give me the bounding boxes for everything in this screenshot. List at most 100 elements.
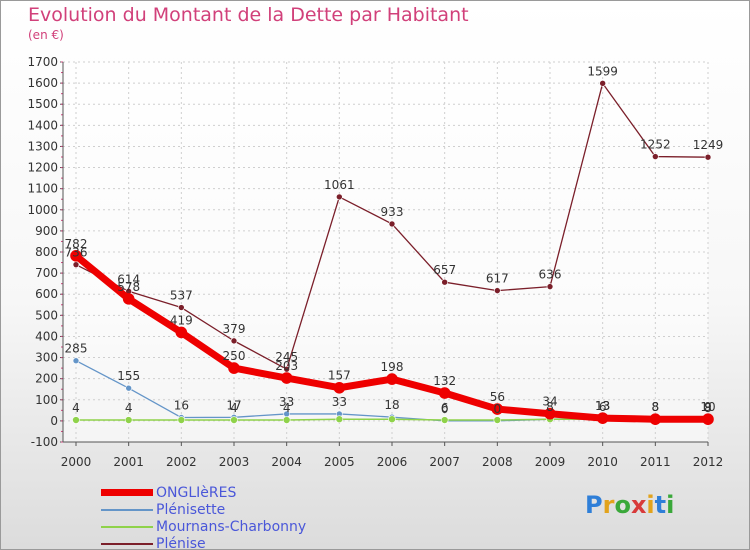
x-tick-label: 2004 — [271, 455, 302, 469]
x-tick-label: 2002 — [166, 455, 197, 469]
y-tick-label: 600 — [35, 287, 58, 301]
data-point — [596, 412, 609, 424]
data-label: 285 — [65, 342, 88, 356]
x-tick-label: 2010 — [587, 455, 618, 469]
chart-grid — [63, 61, 709, 443]
x-tick-label: 2005 — [324, 455, 355, 469]
legend-label-1: Plénisette — [156, 501, 226, 518]
y-tick-label: -100 — [31, 435, 58, 449]
y-tick-label: 500 — [35, 308, 58, 322]
data-label: 8 — [652, 400, 660, 414]
y-tick-label: 300 — [35, 351, 58, 365]
y-tick-label: 900 — [35, 224, 58, 238]
legend-swatch-3 — [101, 542, 153, 545]
legend-swatch-2 — [101, 525, 153, 528]
data-point — [438, 387, 451, 399]
x-tick-label: 2011 — [640, 455, 671, 469]
data-point — [177, 416, 186, 424]
data-point — [386, 373, 398, 385]
x-tick-label: 2001 — [113, 455, 144, 469]
logo-letter: P — [585, 491, 603, 519]
data-label: 8 — [704, 401, 712, 415]
data-point — [125, 384, 132, 392]
data-label: 13 — [595, 399, 610, 413]
chart-series — [70, 80, 714, 426]
data-label: 18 — [384, 398, 399, 412]
legend-swatch-1 — [101, 508, 153, 511]
y-tick-label: 1000 — [27, 203, 58, 217]
data-point — [228, 362, 240, 374]
data-point — [230, 416, 238, 424]
data-label: 157 — [328, 369, 351, 383]
chart-title: Evolution du Montant de la Dette par Hab… — [28, 4, 469, 26]
data-label: 617 — [486, 272, 509, 286]
data-label: 33 — [332, 395, 347, 409]
data-point — [283, 365, 290, 373]
x-tick-label: 2008 — [482, 455, 513, 469]
data-point — [333, 381, 346, 394]
data-point — [494, 287, 501, 294]
data-label: 8 — [652, 400, 660, 414]
data-point — [178, 304, 185, 311]
data-label: 9 — [704, 400, 712, 414]
y-tick-label: 700 — [35, 266, 58, 280]
y-tick-label: 0 — [50, 414, 58, 428]
data-point — [652, 153, 659, 160]
data-point — [493, 416, 502, 424]
y-tick-label: 1700 — [27, 55, 58, 69]
data-label: 198 — [381, 360, 404, 374]
logo-letter: t — [654, 491, 667, 519]
data-label: 245 — [275, 350, 298, 364]
legend-item-2: Mournans-Charbonny — [101, 518, 306, 535]
legend-item-3: Plénise — [101, 535, 306, 549]
logo-letter: x — [630, 491, 647, 519]
data-label: 782 — [65, 237, 88, 251]
x-tick-label: 2003 — [219, 455, 250, 469]
data-label: 1061 — [324, 178, 355, 192]
data-label: 379 — [223, 322, 246, 336]
data-point — [124, 416, 133, 424]
data-label: 578 — [117, 280, 140, 294]
y-tick-label: 200 — [35, 372, 58, 386]
chart-axes: -100010020030040050060070080090010001100… — [27, 55, 723, 469]
data-label: 4 — [72, 401, 80, 415]
legend-item-0: ONGLIèRES — [101, 484, 306, 501]
data-point — [72, 261, 80, 268]
data-label: 132 — [433, 374, 456, 388]
y-tick-label: 400 — [35, 329, 58, 343]
y-tick-label: 800 — [35, 245, 58, 259]
data-label: 537 — [170, 289, 193, 303]
data-point — [280, 372, 293, 384]
data-label: 155 — [117, 369, 140, 383]
y-tick-label: 1400 — [27, 118, 58, 132]
y-tick-label: 1600 — [27, 76, 58, 90]
y-tick-label: 1300 — [27, 139, 58, 153]
data-point — [335, 415, 344, 424]
data-label: 203 — [275, 359, 298, 373]
data-label: 33 — [279, 395, 294, 409]
data-point — [175, 326, 188, 339]
data-label: 657 — [433, 263, 456, 277]
data-label: 8 — [546, 400, 554, 414]
data-point — [72, 416, 80, 424]
y-tick-label: 1200 — [27, 161, 58, 175]
data-label: 6 — [441, 401, 449, 415]
data-point — [702, 413, 714, 426]
data-label: 6 — [599, 400, 607, 414]
y-tick-label: 1500 — [27, 97, 58, 111]
data-point — [704, 153, 712, 161]
data-point — [230, 337, 238, 345]
logo-letter: i — [666, 491, 675, 519]
data-point — [336, 193, 343, 201]
logo-letter: r — [602, 491, 615, 519]
data-label: 1249 — [693, 138, 724, 152]
data-point — [649, 413, 662, 426]
data-label: 4 — [230, 401, 238, 415]
data-label: 56 — [490, 390, 505, 404]
data-label: 34 — [542, 395, 557, 409]
x-tick-label: 2012 — [693, 455, 724, 469]
data-point — [491, 403, 504, 415]
data-point — [441, 278, 448, 286]
